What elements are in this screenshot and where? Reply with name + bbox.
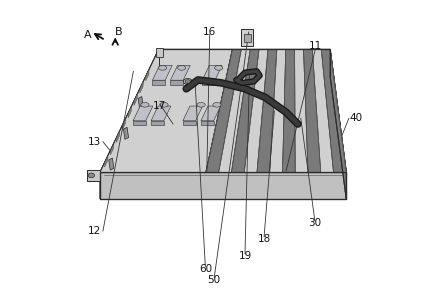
Text: 12: 12 <box>88 226 101 236</box>
Polygon shape <box>128 106 132 118</box>
Polygon shape <box>321 50 346 173</box>
Text: 18: 18 <box>257 234 271 244</box>
Polygon shape <box>244 50 268 173</box>
Polygon shape <box>100 50 346 173</box>
Polygon shape <box>124 127 128 140</box>
Ellipse shape <box>160 102 168 107</box>
Polygon shape <box>330 50 346 199</box>
Text: 16: 16 <box>203 27 216 37</box>
Polygon shape <box>122 119 125 130</box>
Polygon shape <box>202 80 215 85</box>
Text: 30: 30 <box>308 218 322 228</box>
Polygon shape <box>100 173 346 199</box>
Text: A: A <box>84 30 91 40</box>
Text: 50: 50 <box>208 275 221 285</box>
Ellipse shape <box>183 78 192 84</box>
Polygon shape <box>295 50 308 173</box>
Text: 40: 40 <box>350 113 363 123</box>
Text: 60: 60 <box>199 264 212 274</box>
Polygon shape <box>134 94 137 106</box>
Polygon shape <box>133 121 146 125</box>
Polygon shape <box>312 50 334 173</box>
Polygon shape <box>110 144 114 155</box>
Polygon shape <box>105 156 108 167</box>
Polygon shape <box>201 106 221 121</box>
Polygon shape <box>231 50 259 173</box>
Polygon shape <box>330 50 346 199</box>
Text: 17: 17 <box>153 101 167 112</box>
Ellipse shape <box>185 80 190 83</box>
Polygon shape <box>201 121 214 125</box>
Polygon shape <box>202 65 222 80</box>
Polygon shape <box>146 70 149 81</box>
Polygon shape <box>206 50 241 173</box>
Polygon shape <box>100 50 159 199</box>
Polygon shape <box>257 50 277 173</box>
Polygon shape <box>133 106 153 121</box>
Text: 19: 19 <box>238 251 252 261</box>
Ellipse shape <box>178 65 186 70</box>
Polygon shape <box>140 82 143 93</box>
Polygon shape <box>156 48 163 57</box>
Polygon shape <box>270 50 286 173</box>
Ellipse shape <box>213 102 221 107</box>
Polygon shape <box>171 65 190 80</box>
Polygon shape <box>109 158 114 170</box>
Polygon shape <box>219 50 250 173</box>
Polygon shape <box>171 80 183 85</box>
Polygon shape <box>151 121 164 125</box>
Polygon shape <box>138 96 143 109</box>
Text: 13: 13 <box>88 137 101 147</box>
Polygon shape <box>303 50 321 173</box>
Ellipse shape <box>88 173 95 178</box>
Ellipse shape <box>141 102 149 107</box>
Polygon shape <box>87 170 100 181</box>
Ellipse shape <box>214 65 223 70</box>
Polygon shape <box>151 106 171 121</box>
Polygon shape <box>283 50 295 173</box>
Polygon shape <box>183 121 195 125</box>
Ellipse shape <box>197 102 205 107</box>
Polygon shape <box>183 106 202 121</box>
Bar <box>244 34 251 42</box>
Text: 11: 11 <box>309 41 322 51</box>
Ellipse shape <box>159 65 167 70</box>
Polygon shape <box>152 65 172 80</box>
Polygon shape <box>206 50 346 173</box>
Polygon shape <box>100 50 233 173</box>
Polygon shape <box>152 80 165 85</box>
Polygon shape <box>117 131 120 142</box>
Text: B: B <box>115 27 123 37</box>
Polygon shape <box>241 29 253 47</box>
